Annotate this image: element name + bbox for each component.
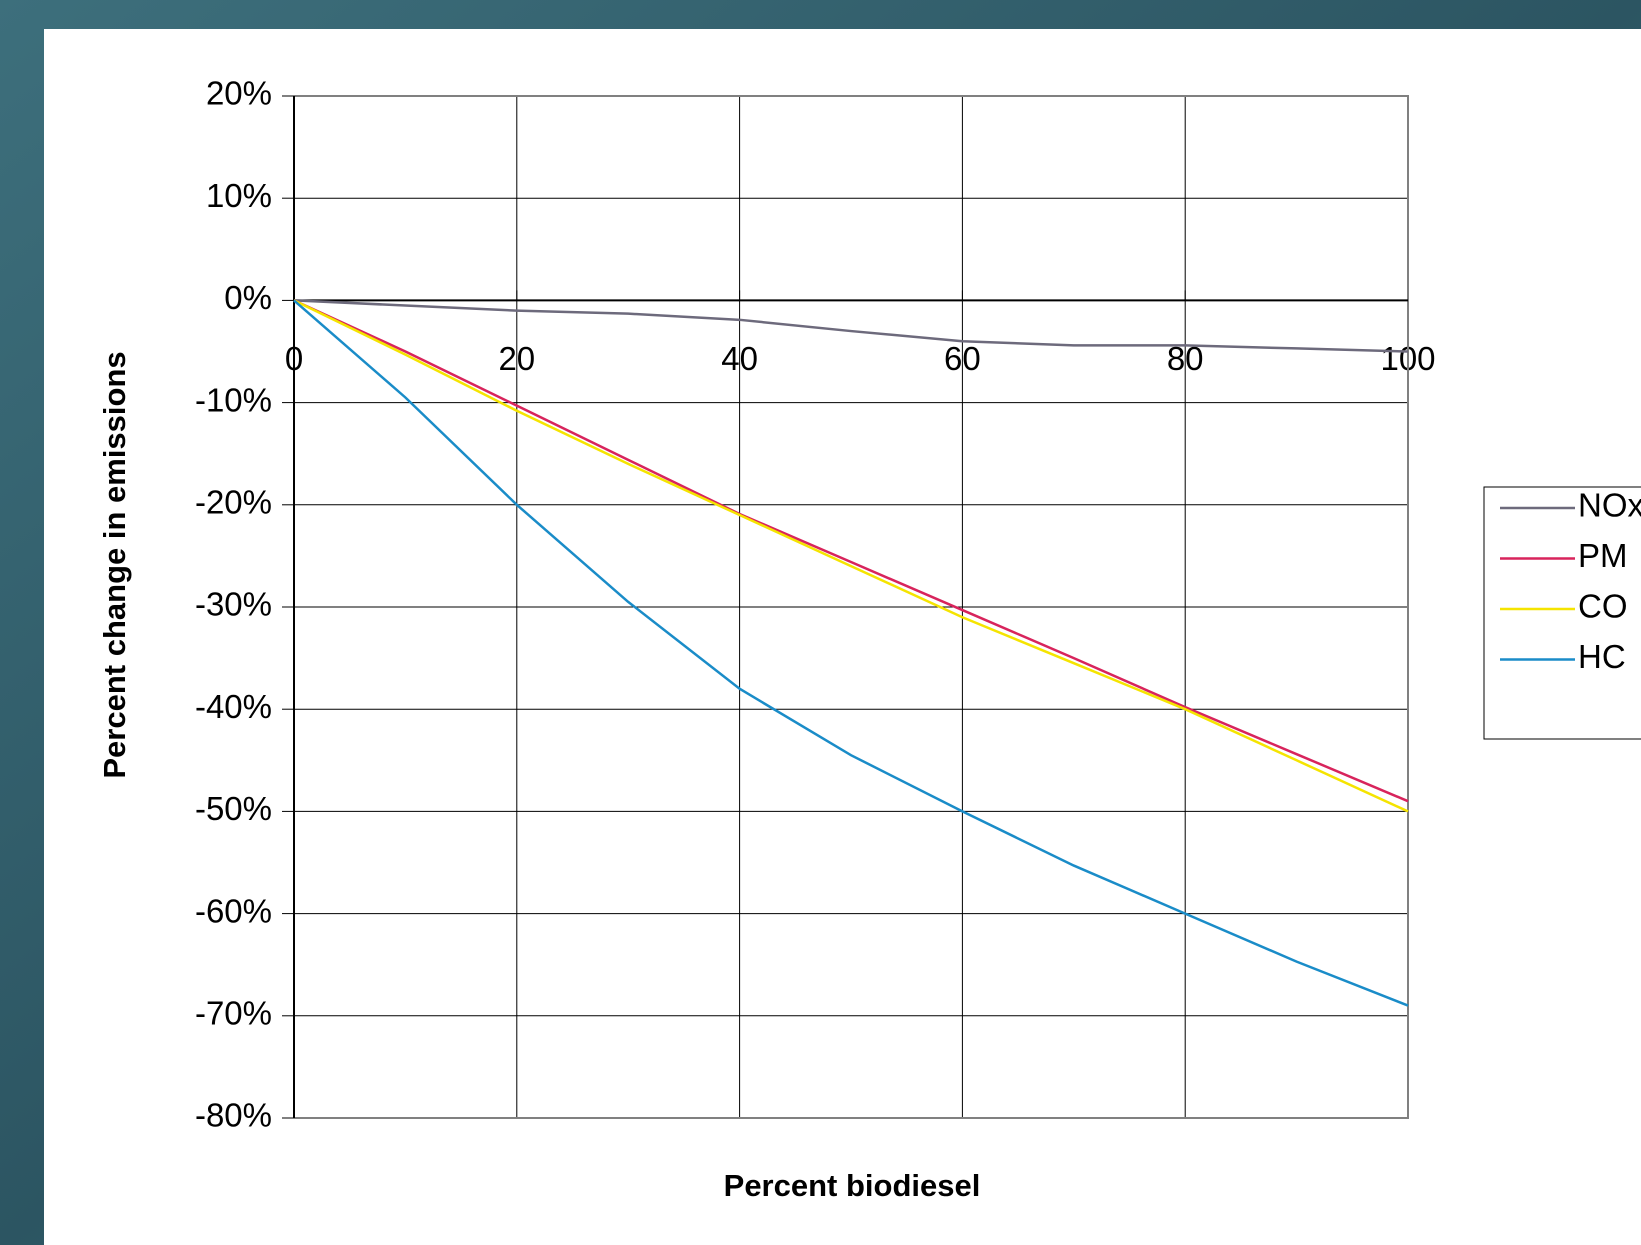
legend-label: HC — [1578, 638, 1626, 675]
y-axis-label: Percent change in emissions — [97, 351, 132, 778]
y-tick-label: 0% — [224, 279, 272, 316]
y-tick-label: -70% — [195, 995, 272, 1032]
chart: Percent biodiesel Percent change in emis… — [0, 0, 1641, 1245]
x-tick-label: 40 — [721, 340, 758, 377]
x-tick-label: 60 — [944, 340, 981, 377]
y-tick-label: -20% — [195, 484, 272, 521]
y-tick-label: -30% — [195, 586, 272, 623]
legend-label: NOx — [1578, 487, 1641, 524]
x-tick-label: 20 — [498, 340, 535, 377]
y-tick-label: -40% — [195, 688, 272, 725]
legend-label: CO — [1578, 588, 1628, 625]
y-tick-label: -80% — [195, 1097, 272, 1134]
y-tick-label: 20% — [206, 75, 272, 112]
page: {"chart_data": {"type": "line", "x_label… — [0, 0, 1641, 1245]
y-tick-label: -10% — [195, 381, 272, 418]
y-tick-label: 10% — [206, 177, 272, 214]
chart-panel — [44, 29, 1641, 1245]
legend-label: PM — [1578, 537, 1628, 574]
y-tick-label: -50% — [195, 790, 272, 827]
x-axis-label: Percent biodiesel — [724, 1168, 981, 1203]
y-tick-label: -60% — [195, 892, 272, 929]
